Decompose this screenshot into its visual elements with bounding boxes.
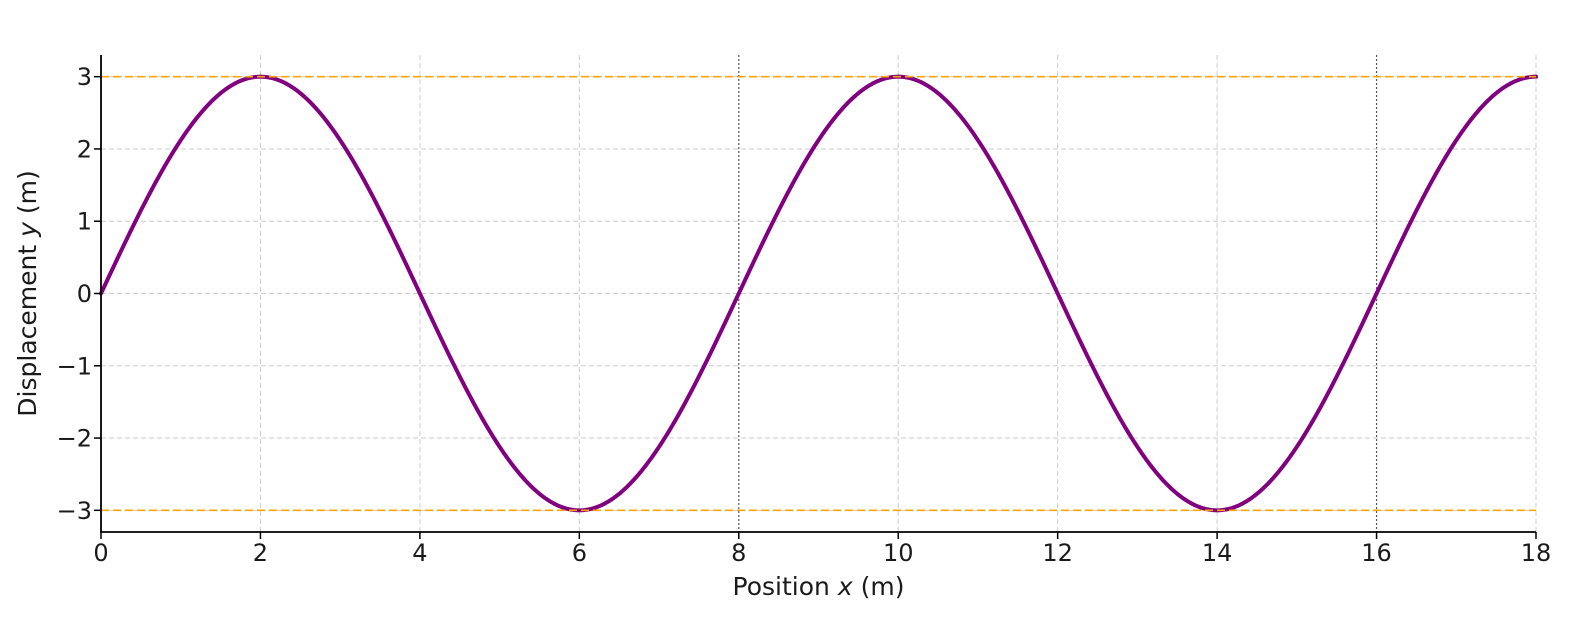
x-axis-label-var: x [837, 572, 853, 601]
y-tick-label: −2 [57, 425, 92, 453]
x-tick-label: 2 [253, 539, 268, 567]
y-tick-label: −1 [57, 352, 92, 380]
x-axis-label-prefix: Position [733, 572, 838, 601]
x-tick-label: 0 [93, 539, 108, 567]
x-axis-label-suffix: (m) [853, 572, 905, 601]
grid-layer [101, 55, 1537, 532]
x-tick-label: 16 [1361, 539, 1392, 567]
y-axis-label-suffix: (m) [13, 170, 42, 222]
x-axis-label: Position x (m) [733, 572, 905, 601]
y-axis-label-prefix: Displacement [13, 237, 42, 417]
reference-lines [101, 75, 1536, 512]
x-tick-label: 6 [572, 539, 587, 567]
y-tick-label: 2 [77, 135, 92, 163]
x-tick-label: 8 [731, 539, 746, 567]
displacement-series-line [99, 74, 1538, 513]
x-tick-label: 12 [1042, 539, 1073, 567]
y-axis-label-var: y [13, 221, 42, 238]
curve-layer [99, 74, 1538, 513]
x-tick-label: 4 [412, 539, 427, 567]
y-tick-label: 0 [77, 280, 92, 308]
y-axis-label: Displacement y (m) [13, 170, 42, 416]
y-tick-label: −3 [57, 497, 92, 525]
axes [94, 55, 1537, 539]
x-tick-label: 10 [883, 539, 914, 567]
y-tick-label: 1 [77, 208, 92, 236]
x-tick-label: 14 [1202, 539, 1233, 567]
y-tick-label: 3 [77, 63, 92, 91]
x-tick-label: 18 [1521, 539, 1552, 567]
